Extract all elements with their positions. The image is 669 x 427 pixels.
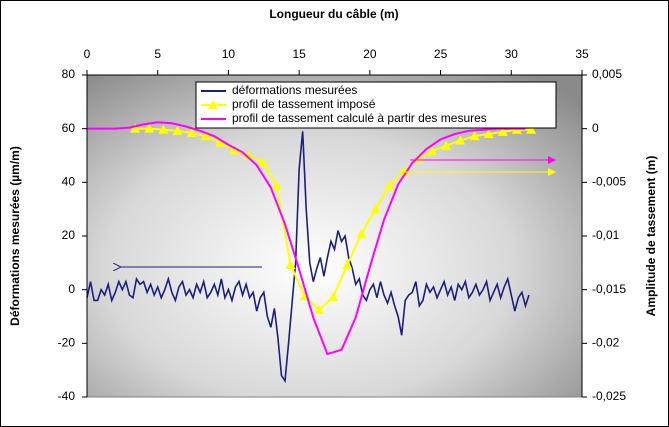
y2-tick-label: -0,025 (592, 389, 626, 403)
y2-tick-label: -0,01 (592, 228, 620, 242)
series-line (87, 121, 526, 356)
marker (271, 180, 282, 190)
marker (342, 259, 353, 269)
y-tick-label: 20 (62, 228, 76, 242)
y-tick-label: -40 (58, 389, 76, 403)
series-line (86, 131, 530, 384)
marker (356, 228, 367, 238)
y-tick-label: 40 (62, 175, 76, 189)
marker (186, 127, 197, 137)
marker (384, 180, 395, 190)
marker (497, 126, 508, 136)
marker (441, 140, 452, 150)
x-tick-label: 25 (434, 47, 448, 61)
x-tick-label: 0 (84, 47, 91, 61)
y2-tick-label: -0,005 (592, 175, 626, 189)
marker (200, 131, 211, 141)
y-tick-label: 60 (62, 121, 76, 135)
marker (172, 125, 183, 135)
marker (427, 146, 438, 156)
y2-tick-label: 0,005 (592, 67, 622, 81)
x-tick-label: 30 (505, 47, 519, 61)
marker (144, 123, 155, 133)
y2-axis-title: Amplitude de tassement (m) (644, 156, 658, 317)
y2-tick-label: 0 (592, 121, 599, 135)
marker (526, 124, 537, 134)
y-tick-label: 80 (62, 67, 76, 81)
x-tick-label: 5 (154, 47, 161, 61)
marker (455, 135, 466, 145)
legend-marker (208, 100, 218, 109)
x-tick-label: 15 (292, 47, 306, 61)
marker (158, 124, 169, 134)
legend-label: déformations mesurées (232, 83, 357, 97)
x-tick-label: 20 (363, 47, 377, 61)
marker (313, 305, 324, 315)
marker (214, 137, 225, 147)
marker (469, 131, 480, 141)
y2-tick-label: -0,015 (592, 282, 626, 296)
x-tick-label: 10 (222, 47, 236, 61)
y-tick-label: 0 (68, 282, 75, 296)
y-axis-title: Déformations mesurées (µm/m) (8, 146, 22, 326)
y-tick-label: -20 (58, 336, 76, 350)
marker (285, 259, 296, 269)
marker (483, 129, 494, 139)
legend-label: profil de tassement calculé à partir des… (232, 111, 487, 125)
x-tick-label: 35 (575, 47, 589, 61)
marker (243, 150, 254, 160)
marker (229, 145, 240, 155)
legend-box (195, 81, 557, 129)
marker (370, 204, 381, 214)
marker (257, 156, 268, 166)
legend-label: profil de tassement imposé (232, 97, 376, 111)
marker (130, 123, 141, 133)
x-axis-title: Longueur du câble (m) (269, 7, 398, 21)
y2-tick-label: -0,02 (592, 336, 620, 350)
marker (328, 292, 339, 302)
